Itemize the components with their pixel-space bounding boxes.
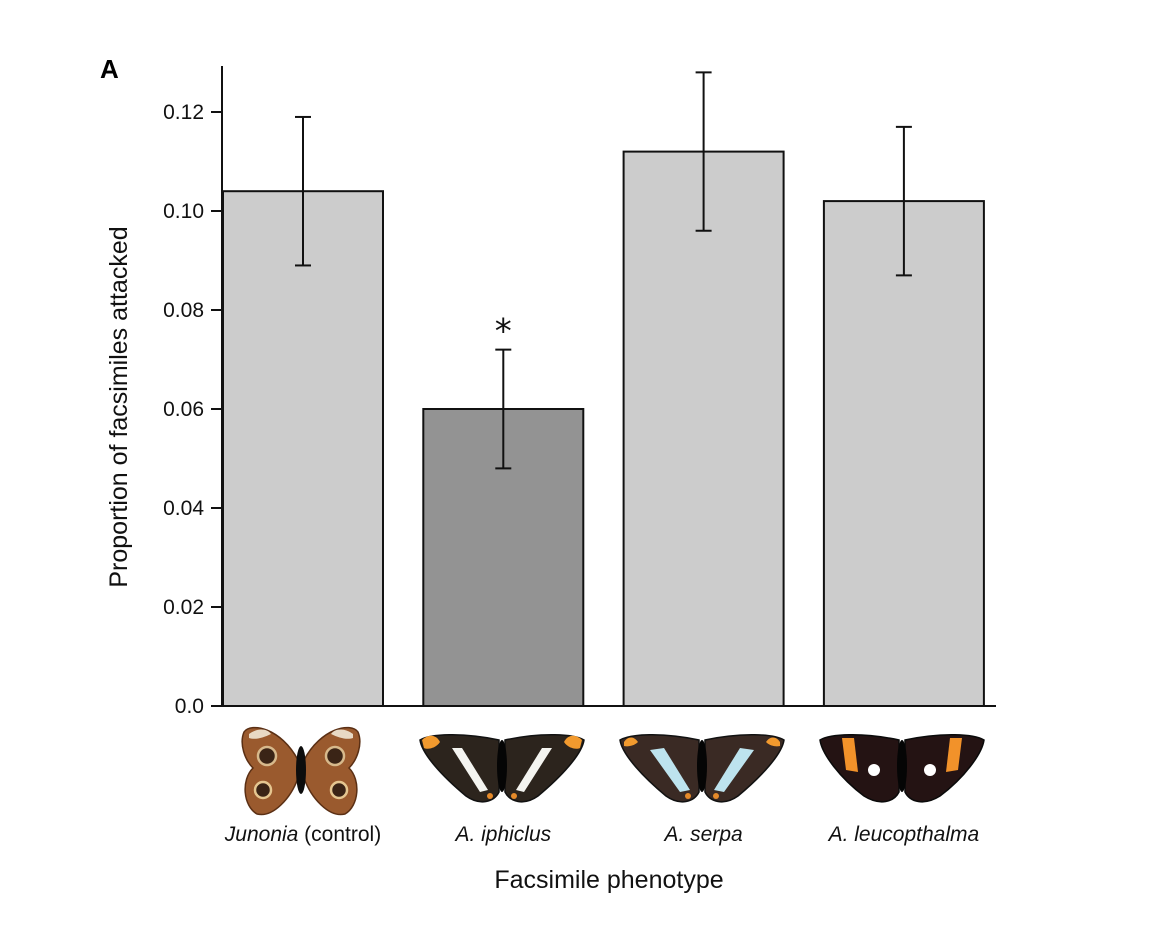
category-label-italic: A. iphiclus xyxy=(453,823,551,846)
bars-group xyxy=(222,150,985,708)
y-tick-label: 0.06 xyxy=(163,398,204,421)
iphiclus-butterfly-icon xyxy=(419,734,585,803)
y-tick-label: 0.02 xyxy=(163,596,204,619)
bar xyxy=(822,200,985,707)
serpa-butterfly-icon xyxy=(619,734,785,803)
y-axis-ticks: 0.0 0.02 0.04 0.06 0.08 0.10 0.12 xyxy=(163,101,222,718)
leucopthalma-butterfly-icon xyxy=(819,734,985,803)
category-label: Junonia (control) xyxy=(224,823,381,846)
error-bars-group xyxy=(295,71,912,470)
bar xyxy=(622,150,785,708)
x-axis-title: Facsimile phenotype xyxy=(494,866,723,894)
y-tick-label: 0.0 xyxy=(175,695,204,718)
annotations-group: * xyxy=(495,312,512,352)
category-label: A. serpa xyxy=(662,823,742,846)
category-label: A. leucopthalma xyxy=(827,823,980,846)
significance-marker: * xyxy=(495,312,512,352)
category-label-italic: A. serpa xyxy=(662,823,742,846)
category-label-italic: Junonia xyxy=(224,823,299,846)
y-tick-label: 0.08 xyxy=(163,299,204,322)
category-label: A. iphiclus xyxy=(453,823,551,846)
junonia-butterfly-icon xyxy=(241,726,361,816)
y-tick-label: 0.10 xyxy=(163,200,204,223)
category-label-italic: A. leucopthalma xyxy=(827,823,980,846)
category-labels: Junonia (control) A. iphiclus A. serpa A. l… xyxy=(224,823,979,846)
panel-label: A xyxy=(100,54,119,84)
y-tick-label: 0.04 xyxy=(163,497,204,520)
y-tick-label: 0.12 xyxy=(163,101,204,124)
category-label-plain: (control) xyxy=(298,823,381,846)
y-axis-title: Proportion of facsimiles attacked xyxy=(105,226,133,587)
bar xyxy=(222,190,384,707)
